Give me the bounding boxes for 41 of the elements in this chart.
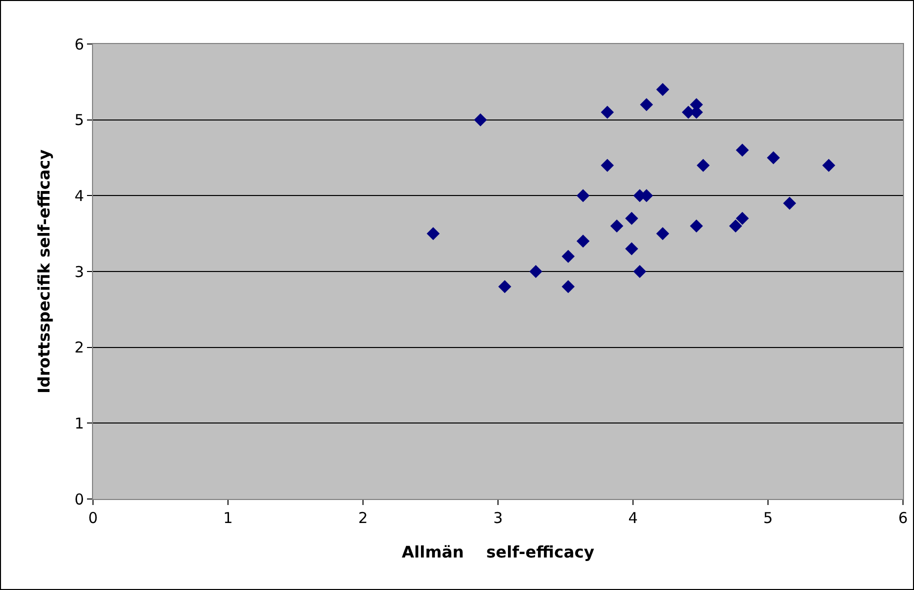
y-tick-label: 6	[74, 35, 84, 54]
point	[766, 151, 780, 164]
point	[656, 83, 670, 96]
y-tick-label: 3	[74, 262, 84, 281]
x-tick-label: 1	[223, 509, 233, 527]
x-tick-label: 0	[88, 509, 98, 527]
point	[822, 158, 836, 172]
x-tick-label: 3	[493, 509, 503, 527]
point	[736, 144, 749, 157]
point	[690, 220, 703, 232]
point	[736, 212, 749, 225]
point	[625, 212, 638, 225]
point	[600, 158, 614, 172]
x-tick-label: 5	[763, 509, 773, 527]
point	[426, 227, 440, 240]
point	[625, 242, 638, 256]
point	[576, 234, 590, 248]
point	[656, 227, 670, 240]
point	[729, 220, 742, 232]
x-tick-label: 6	[898, 509, 908, 527]
point	[498, 280, 512, 294]
point	[600, 106, 614, 119]
point	[562, 280, 575, 294]
point	[610, 220, 624, 232]
point	[474, 113, 487, 126]
point	[576, 189, 590, 202]
point	[783, 196, 796, 210]
y-tick-label: 4	[74, 186, 84, 205]
y-tick-label: 1	[74, 414, 84, 432]
point	[633, 265, 646, 278]
point	[562, 250, 575, 263]
x-tick-label: 2	[358, 509, 368, 527]
x-axis-title: Allmän self-efficacy	[402, 542, 595, 562]
point	[640, 98, 653, 112]
point	[696, 158, 710, 172]
y-tick-label: 5	[74, 111, 84, 130]
x-tick-label: 4	[628, 509, 638, 527]
y-axis-title: Idrottsspecifik self-efficacy	[34, 148, 54, 394]
y-tick-label: 2	[74, 338, 84, 357]
point	[529, 265, 542, 278]
y-tick-label: 0	[74, 490, 84, 508]
